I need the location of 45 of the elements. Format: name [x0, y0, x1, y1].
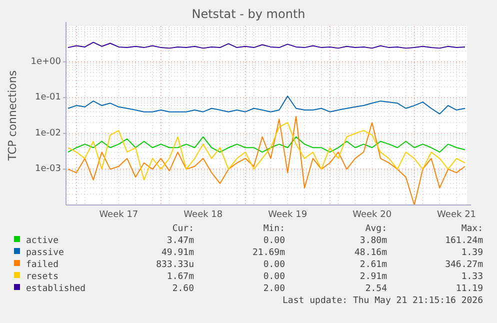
y-tick-label: 1e-02	[35, 128, 61, 138]
text: 346.27m	[445, 260, 483, 270]
text: 1.33	[461, 272, 483, 282]
text: 0.00	[263, 272, 285, 282]
text: 49.91m	[161, 248, 194, 258]
y-tick-label: 1e-01	[35, 92, 61, 103]
y-axis-title: TCP connections	[6, 70, 19, 162]
x-tick-label: Week 21	[437, 210, 476, 220]
x-tick-label: Week 18	[184, 210, 223, 220]
text: 11.19	[456, 284, 483, 294]
text: 2.60	[172, 284, 194, 294]
y-tick-label: 1e+00	[30, 56, 62, 67]
text: 2.54	[365, 284, 387, 294]
text: 2.61m	[360, 260, 387, 270]
text: 1.39	[461, 248, 483, 258]
line-series	[68, 96, 466, 114]
text: 2.91m	[360, 272, 387, 282]
text: 0.00	[263, 260, 285, 270]
legend-label: active	[26, 236, 59, 246]
text: Min:	[263, 224, 285, 234]
line-series	[68, 116, 466, 206]
chart-title: Netstat - by month	[192, 7, 306, 21]
text: 1.67m	[166, 272, 194, 282]
legend-label: passive	[26, 248, 64, 258]
text: 833.33u	[156, 260, 194, 270]
y-tick-label: 1e-03	[35, 164, 61, 174]
text: Avg:	[365, 224, 387, 234]
text: 48.16m	[354, 248, 387, 258]
legend-label: established	[26, 284, 86, 294]
text: 3.80m	[360, 236, 387, 246]
text: 0.00	[263, 236, 285, 246]
x-tick-label: Week 19	[268, 210, 308, 220]
text: Max:	[461, 224, 483, 234]
text: Cur:	[172, 224, 194, 234]
text: Last update: Thu May 21 21:15:16 2026	[282, 296, 483, 306]
text: 161.24m	[445, 236, 483, 246]
line-series	[68, 122, 466, 180]
x-tick-label: Week 20	[352, 210, 392, 220]
legend-label: resets	[26, 272, 59, 282]
text: 3.47m	[166, 236, 194, 246]
legend-label: failed	[26, 260, 59, 270]
x-tick-label: Week 17	[99, 210, 138, 220]
text: 21.69m	[252, 248, 285, 258]
text: 2.00	[263, 284, 285, 294]
line-series	[68, 136, 466, 153]
